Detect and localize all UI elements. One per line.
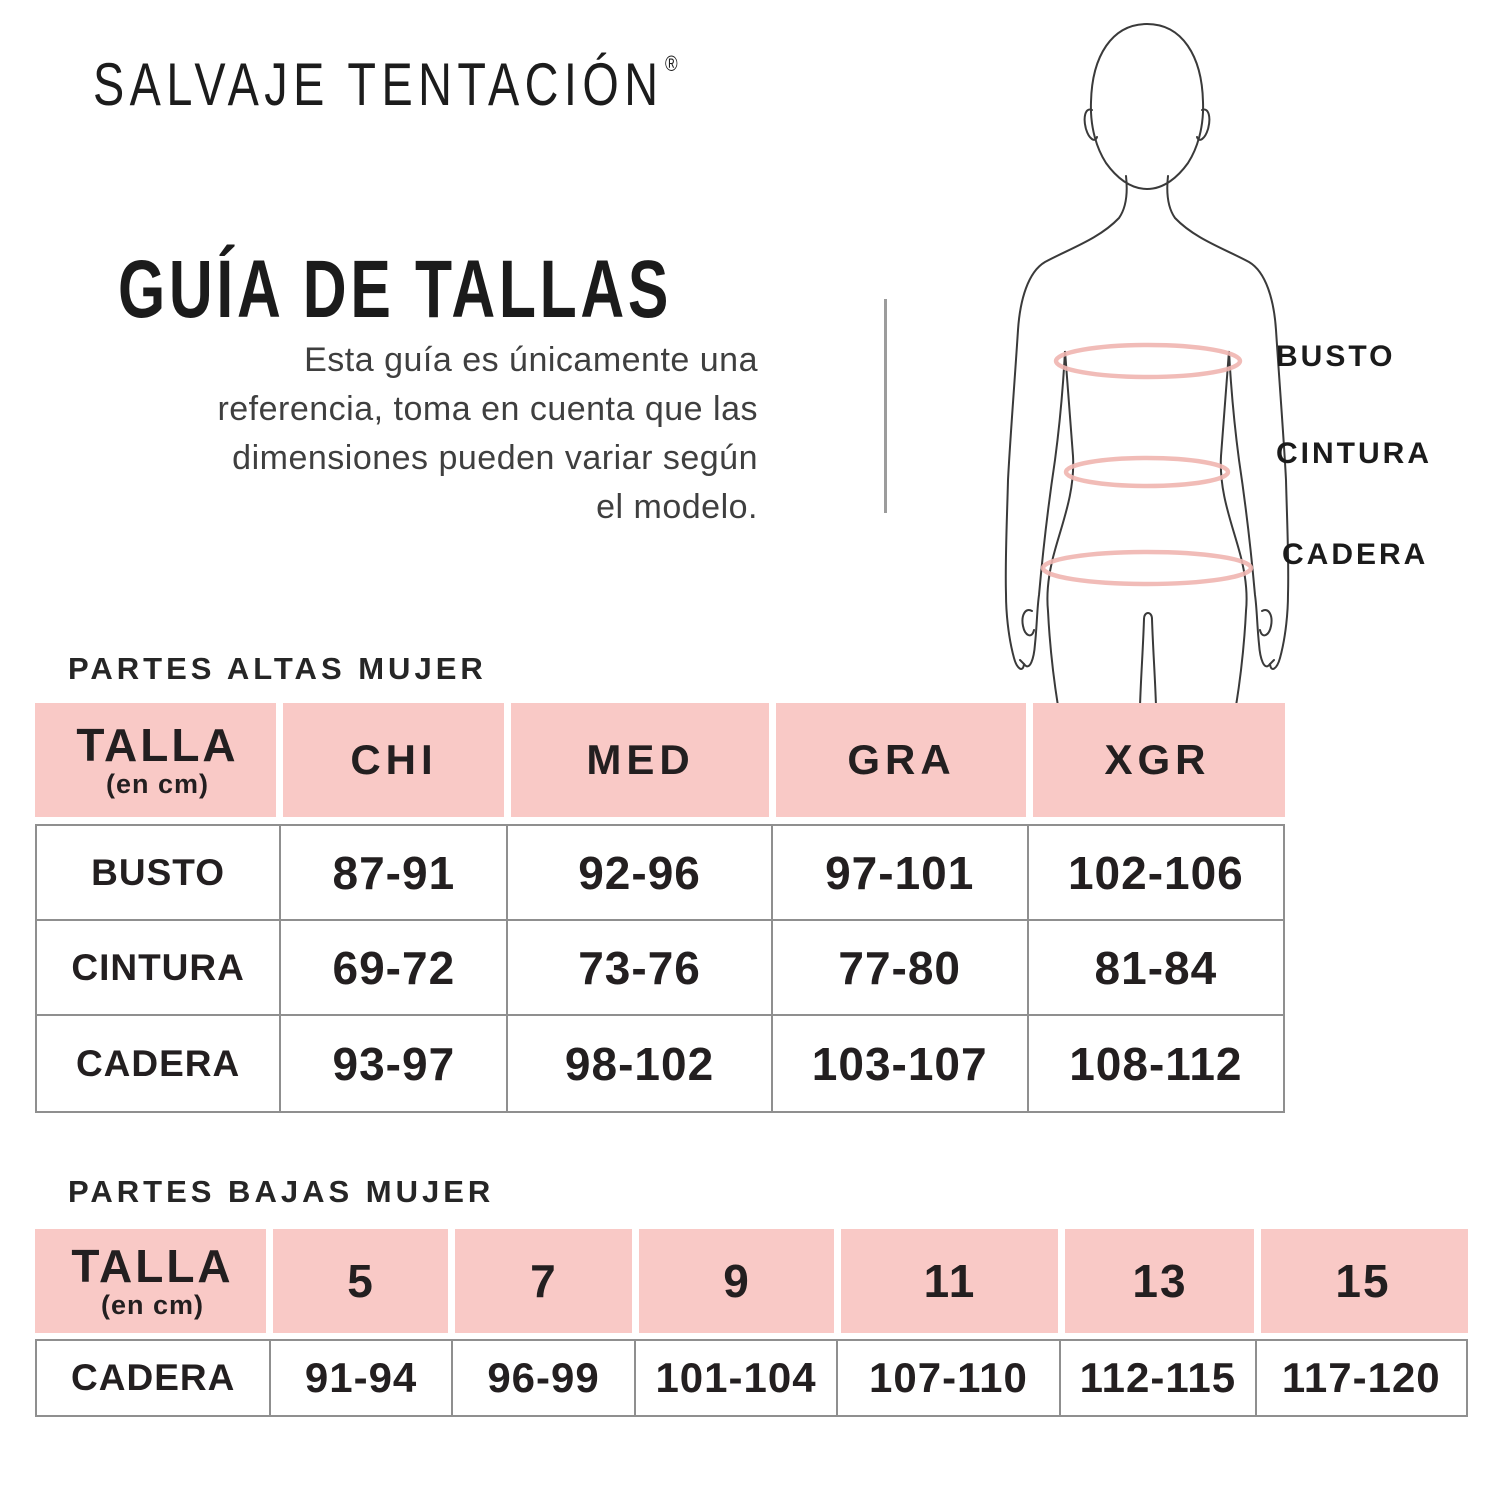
value-cell: 73-76 <box>508 921 773 1016</box>
section-title-partes-bajas: PARTES BAJAS MUJER <box>68 1174 495 1209</box>
value-cell: 69-72 <box>281 921 509 1016</box>
page-title: GUÍA DE TALLAS <box>118 244 673 335</box>
size-range: 97-101 <box>825 846 975 899</box>
note-line: Esta guía es únicamente una <box>304 341 758 379</box>
note-line: el modelo. <box>596 488 758 526</box>
size-range: 107-110 <box>869 1354 1028 1401</box>
header-gap <box>276 703 283 817</box>
tops-table-body: BUSTO 87-91 92-96 97-101 102-106 CINTURA… <box>35 824 1285 1113</box>
header-cell-size: CHI <box>350 736 438 783</box>
row-label-cell: CADERA <box>37 1341 272 1415</box>
header-cell-size: MED <box>586 736 695 783</box>
value-cell: 92-96 <box>508 826 773 921</box>
size-range: 108-112 <box>1069 1037 1243 1090</box>
size-range: 69-72 <box>332 941 456 994</box>
size-range: 112-115 <box>1079 1354 1237 1401</box>
value-cell: 81-84 <box>1028 921 1283 1016</box>
header-cell-size: 7 <box>530 1255 558 1307</box>
header-cell-size: GRA <box>847 736 956 783</box>
row-label: CADERA <box>71 1357 236 1398</box>
header-cell-talla: TALLA (en cm) <box>35 1229 270 1333</box>
size-range: 92-96 <box>578 846 701 899</box>
row-label: BUSTO <box>91 851 226 893</box>
figure-label-cadera: CADERA <box>1282 538 1429 571</box>
header-gap <box>448 1229 455 1333</box>
header-cell-size: 9 <box>723 1255 751 1307</box>
body-silhouette-drawing <box>1004 22 1290 707</box>
header-gap <box>266 1229 273 1333</box>
vertical-divider <box>884 299 887 513</box>
value-cell: 93-97 <box>281 1016 509 1111</box>
value-cell: 91-94 <box>271 1341 453 1415</box>
value-cell: 87-91 <box>281 826 509 921</box>
figure-label-busto: BUSTO <box>1276 340 1396 373</box>
size-range: 103-107 <box>811 1037 988 1090</box>
size-range: 98-102 <box>564 1037 715 1090</box>
size-range: 87-91 <box>332 846 456 899</box>
bottoms-size-table: TALLA (en cm) 5 7 9 11 13 15 CADERA 91-9… <box>35 1229 1468 1417</box>
header-cell-size: 13 <box>1132 1255 1188 1307</box>
section-title-partes-altas: PARTES ALTAS MUJER <box>68 651 487 686</box>
header-cell-size: 5 <box>347 1255 375 1307</box>
bottoms-table-body: CADERA 91-94 96-99 101-104 107-110 112-1… <box>35 1339 1468 1417</box>
header-cell-size: XGR <box>1104 736 1211 783</box>
brand-text: SALVAJE TENTACIÓN <box>93 51 664 118</box>
guide-note: Esta guía es únicamente una referencia, … <box>88 336 758 532</box>
size-range: 102-106 <box>1067 846 1244 899</box>
note-line: referencia, toma en cuenta que las <box>217 390 758 428</box>
header-cell-size: 11 <box>923 1255 977 1307</box>
value-cell: 103-107 <box>772 1016 1029 1111</box>
female-body-outline <box>950 10 1370 707</box>
header-gap <box>1026 703 1033 817</box>
talla-label: TALLA <box>71 1240 234 1292</box>
tops-size-table: TALLA (en cm) CHI MED GRA XGR BUSTO 87-9… <box>35 703 1285 1113</box>
header-cell-size: 15 <box>1335 1255 1391 1307</box>
row-label-cell: CINTURA <box>37 921 282 1016</box>
value-cell: 112-115 <box>1061 1341 1257 1415</box>
tops-table-header: TALLA (en cm) CHI MED GRA XGR <box>35 703 1285 817</box>
value-cell: 97-101 <box>772 826 1029 921</box>
header-gap <box>504 703 511 817</box>
row-label-cell: BUSTO <box>37 826 282 921</box>
size-range: 93-97 <box>332 1037 456 1090</box>
hip-measure-line <box>1040 549 1254 587</box>
value-cell: 101-104 <box>636 1341 838 1415</box>
value-cell: 77-80 <box>772 921 1029 1016</box>
talla-label: TALLA <box>76 719 239 771</box>
value-cell: 117-120 <box>1256 1341 1466 1415</box>
talla-unit: (en cm) <box>105 769 210 799</box>
header-gap <box>1058 1229 1065 1333</box>
header-gap <box>834 1229 841 1333</box>
row-label-cell: CADERA <box>37 1016 282 1111</box>
value-cell: 96-99 <box>452 1341 637 1415</box>
bust-measure-line <box>1053 342 1243 380</box>
note-line: dimensiones pueden variar según <box>232 439 758 477</box>
size-range: 77-80 <box>838 941 962 994</box>
brand-name: SALVAJE TENTACIÓN® <box>93 50 678 119</box>
header-gap <box>769 703 776 817</box>
value-cell: 98-102 <box>508 1016 773 1111</box>
size-range: 73-76 <box>578 941 701 994</box>
size-range: 117-120 <box>1281 1354 1441 1401</box>
header-cell-talla: TALLA (en cm) <box>35 703 280 817</box>
row-label: CADERA <box>75 1042 241 1084</box>
size-range: 101-104 <box>655 1354 817 1401</box>
value-cell: 107-110 <box>837 1341 1062 1415</box>
value-cell: 102-106 <box>1028 826 1283 921</box>
size-range: 81-84 <box>1094 941 1218 994</box>
talla-unit: (en cm) <box>100 1290 205 1320</box>
figure-label-cintura: CINTURA <box>1276 437 1432 470</box>
registered-trademark-icon: ® <box>665 51 678 76</box>
size-range: 91-94 <box>304 1354 418 1401</box>
row-label: CINTURA <box>71 946 245 988</box>
header-gap <box>632 1229 639 1333</box>
size-range: 96-99 <box>487 1354 600 1401</box>
waist-measure-line <box>1063 455 1231 489</box>
value-cell: 108-112 <box>1028 1016 1283 1111</box>
header-gap <box>1254 1229 1261 1333</box>
bottoms-table-header: TALLA (en cm) 5 7 9 11 13 15 <box>35 1229 1468 1333</box>
